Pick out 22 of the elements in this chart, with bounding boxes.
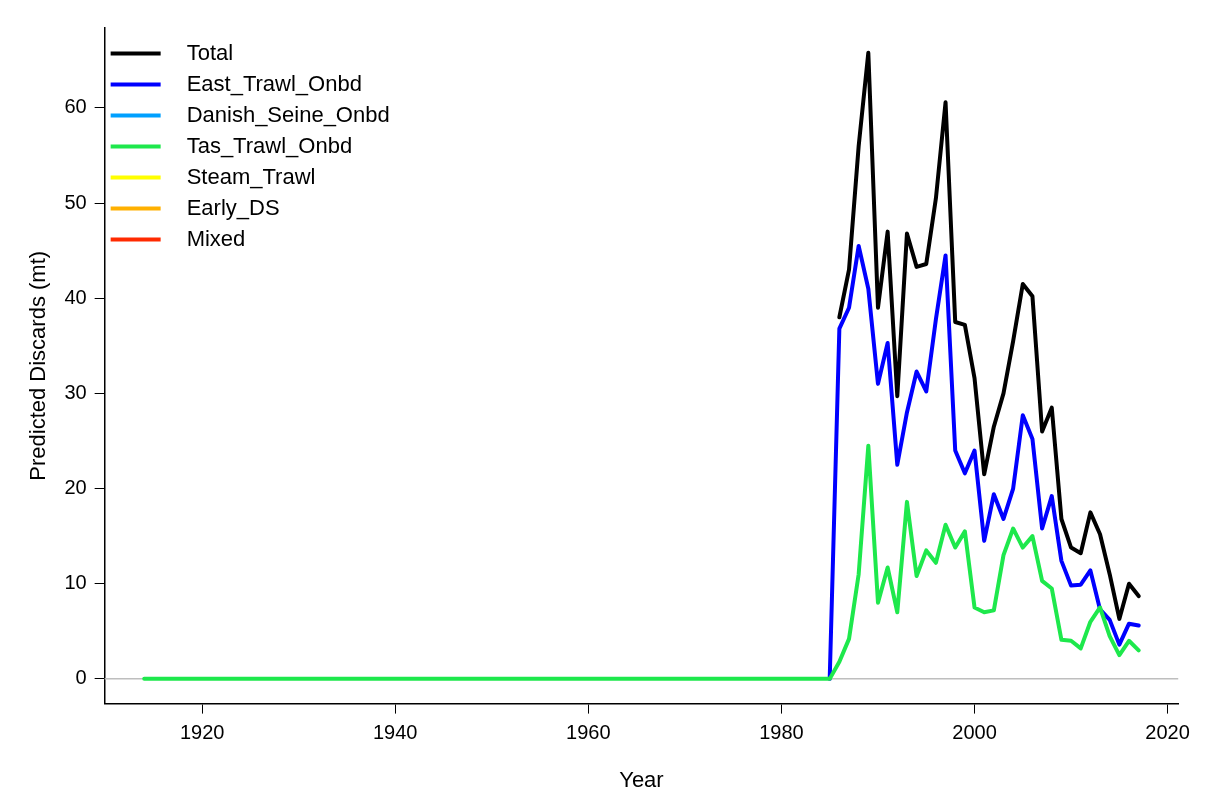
y-tick-label: 0: [75, 666, 87, 689]
legend-label: Total: [186, 39, 234, 65]
y-tick-label: 30: [64, 380, 87, 403]
y-tick-label: 10: [64, 571, 87, 594]
x-tick-label: 1980: [759, 721, 804, 744]
x-tick-label: 1960: [566, 721, 611, 744]
y-axis-title: Predicted Discards (mt): [25, 250, 51, 481]
x-tick-label: 2000: [952, 721, 997, 744]
y-tick-label: 50: [64, 190, 87, 213]
x-axis-title: Year: [619, 766, 664, 792]
legend-label: Mixed: [186, 225, 246, 251]
x-tick-label: 1940: [373, 721, 418, 744]
legend-label: East_Trawl_Onbd: [186, 70, 362, 96]
legend-label: Tas_Trawl_Onbd: [186, 132, 353, 158]
legend-label: Danish_Seine_Onbd: [186, 101, 390, 127]
legend-label: Steam_Trawl: [186, 163, 316, 189]
x-tick-label: 2020: [1145, 721, 1190, 744]
legend-label: Early_DS: [186, 194, 280, 220]
y-tick-label: 40: [64, 285, 87, 308]
x-tick-label: 1920: [179, 721, 225, 744]
y-tick-label: 20: [64, 476, 87, 499]
y-tick-label: 60: [64, 95, 87, 118]
